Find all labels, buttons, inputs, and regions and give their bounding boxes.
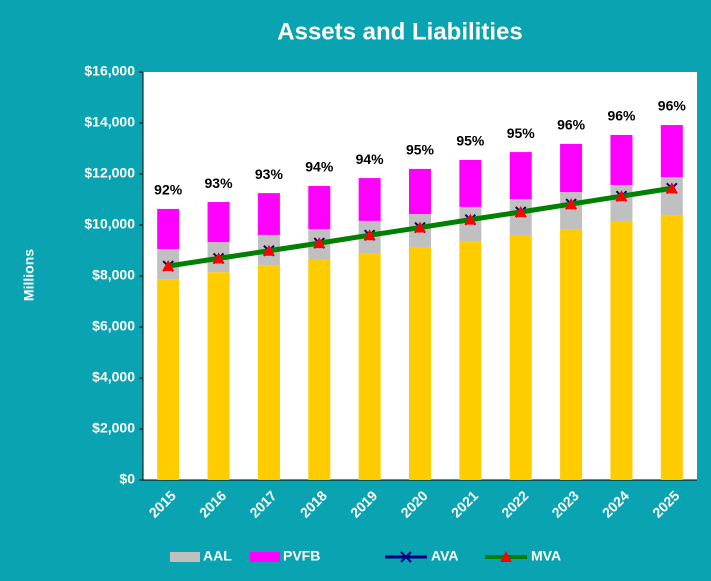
bar-segment: [257, 265, 280, 480]
ratio-label: 93%: [255, 166, 284, 182]
legend-swatch: [170, 552, 200, 562]
marker: [262, 244, 275, 256]
bar-segment: [257, 193, 280, 235]
y-axis-label: Millions: [21, 249, 37, 301]
bar-segment: [207, 202, 230, 243]
ratio-label: 92%: [154, 182, 183, 198]
marker: [414, 221, 426, 233]
ratio-label: 93%: [205, 175, 234, 191]
bar-segment: [409, 168, 431, 215]
bar-segment: [560, 143, 583, 193]
bar-segment: [308, 185, 331, 230]
ratio-label: 96%: [557, 117, 586, 133]
marker: [162, 260, 175, 272]
bar-segment: [308, 259, 331, 480]
bar-segment: [459, 159, 482, 207]
ratio-label: 95%: [456, 133, 485, 149]
legend-label: AAL: [203, 548, 232, 564]
bar-segment: [560, 192, 583, 230]
bar-segment: [358, 178, 381, 221]
bar-segment: [459, 241, 482, 480]
y-tick-label: $4,000: [92, 369, 135, 385]
y-tick-label: $14,000: [84, 114, 135, 130]
chart-title: Assets and Liabilities: [277, 18, 522, 45]
ratio-label: 96%: [607, 108, 636, 124]
ratio-label: 94%: [356, 151, 385, 167]
bar-segment: [157, 208, 180, 249]
bar-segment: [610, 134, 633, 185]
marker: [313, 237, 326, 249]
y-tick-label: $12,000: [84, 165, 135, 181]
marker: [514, 205, 527, 217]
legend-swatch: [250, 552, 280, 562]
bar-segment: [509, 234, 532, 480]
bar-segment: [660, 125, 683, 178]
marker: [615, 190, 628, 202]
marker: [665, 182, 678, 194]
marker: [565, 198, 578, 210]
ratio-label: 94%: [305, 159, 334, 175]
bar-segment: [409, 246, 431, 480]
ratio-label: 95%: [406, 142, 435, 158]
bar-segment: [660, 215, 683, 480]
ratio-label: 96%: [658, 98, 687, 114]
bar-segment: [207, 272, 230, 480]
y-tick-label: $2,000: [92, 420, 135, 436]
ratio-label: 95%: [507, 125, 536, 141]
bar-segment: [358, 253, 381, 480]
bar-segment: [660, 177, 683, 216]
legend-marker: [500, 551, 512, 562]
legend-label: PVFB: [283, 548, 320, 564]
bar-segment: [509, 152, 532, 199]
bar-segment: [560, 229, 583, 480]
bar-segment: [610, 221, 633, 480]
bar-segment: [157, 279, 180, 480]
y-tick-label: $16,000: [84, 63, 135, 79]
marker: [212, 252, 225, 264]
legend-label: AVA: [431, 548, 458, 564]
y-tick-label: $10,000: [84, 216, 135, 232]
marker: [464, 213, 477, 225]
y-tick-label: $0: [119, 471, 135, 487]
y-tick-label: $6,000: [92, 318, 135, 334]
legend-label: MVA: [531, 548, 561, 564]
legend-marker: [400, 551, 412, 563]
y-tick-label: $8,000: [92, 267, 135, 283]
marker: [363, 229, 376, 241]
